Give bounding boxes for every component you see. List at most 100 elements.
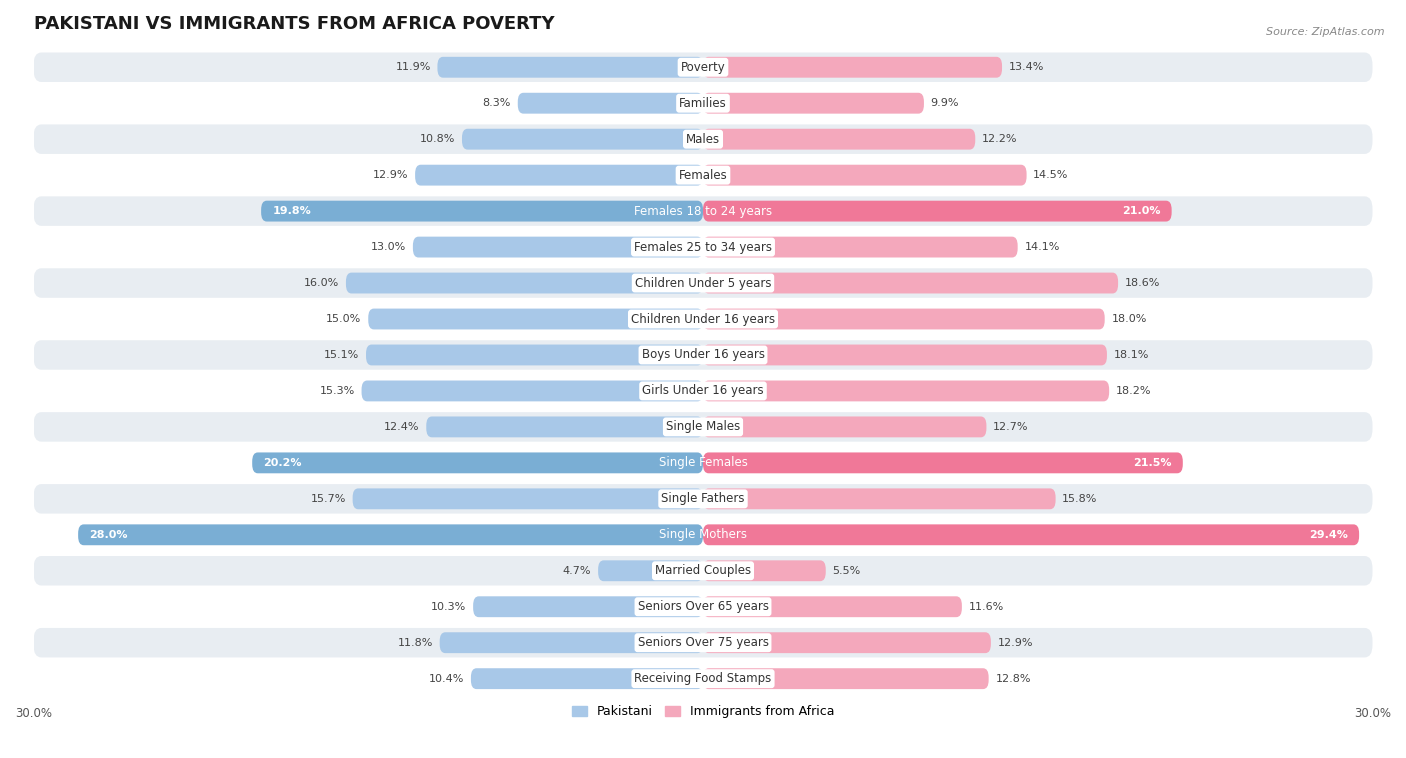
FancyBboxPatch shape bbox=[703, 597, 962, 617]
Text: 16.0%: 16.0% bbox=[304, 278, 339, 288]
FancyBboxPatch shape bbox=[34, 304, 1372, 334]
FancyBboxPatch shape bbox=[34, 52, 1372, 82]
Text: Girls Under 16 years: Girls Under 16 years bbox=[643, 384, 763, 397]
Text: 14.1%: 14.1% bbox=[1025, 242, 1060, 252]
Text: 29.4%: 29.4% bbox=[1309, 530, 1348, 540]
FancyBboxPatch shape bbox=[471, 669, 703, 689]
FancyBboxPatch shape bbox=[79, 525, 703, 545]
FancyBboxPatch shape bbox=[262, 201, 703, 221]
FancyBboxPatch shape bbox=[252, 453, 703, 473]
Text: 12.2%: 12.2% bbox=[981, 134, 1018, 144]
Text: Seniors Over 65 years: Seniors Over 65 years bbox=[637, 600, 769, 613]
Text: Single Fathers: Single Fathers bbox=[661, 493, 745, 506]
Text: 15.8%: 15.8% bbox=[1063, 493, 1098, 504]
Text: 10.3%: 10.3% bbox=[432, 602, 467, 612]
Text: 11.8%: 11.8% bbox=[398, 637, 433, 647]
FancyBboxPatch shape bbox=[517, 92, 703, 114]
FancyBboxPatch shape bbox=[703, 453, 1182, 473]
Text: 18.0%: 18.0% bbox=[1111, 314, 1147, 324]
Text: Families: Families bbox=[679, 97, 727, 110]
FancyBboxPatch shape bbox=[703, 560, 825, 581]
FancyBboxPatch shape bbox=[463, 129, 703, 149]
FancyBboxPatch shape bbox=[34, 628, 1372, 657]
Text: Receiving Food Stamps: Receiving Food Stamps bbox=[634, 672, 772, 685]
Text: Children Under 16 years: Children Under 16 years bbox=[631, 312, 775, 325]
FancyBboxPatch shape bbox=[703, 201, 1171, 221]
FancyBboxPatch shape bbox=[34, 664, 1372, 694]
FancyBboxPatch shape bbox=[703, 273, 1118, 293]
Text: 21.0%: 21.0% bbox=[1122, 206, 1160, 216]
FancyBboxPatch shape bbox=[34, 233, 1372, 262]
FancyBboxPatch shape bbox=[703, 345, 1107, 365]
FancyBboxPatch shape bbox=[426, 416, 703, 437]
FancyBboxPatch shape bbox=[366, 345, 703, 365]
Text: Single Mothers: Single Mothers bbox=[659, 528, 747, 541]
FancyBboxPatch shape bbox=[34, 268, 1372, 298]
FancyBboxPatch shape bbox=[413, 236, 703, 258]
FancyBboxPatch shape bbox=[703, 129, 976, 149]
Text: 15.3%: 15.3% bbox=[319, 386, 354, 396]
Text: 8.3%: 8.3% bbox=[482, 99, 510, 108]
Text: 15.7%: 15.7% bbox=[311, 493, 346, 504]
Text: Poverty: Poverty bbox=[681, 61, 725, 74]
Text: 18.6%: 18.6% bbox=[1125, 278, 1160, 288]
FancyBboxPatch shape bbox=[415, 164, 703, 186]
FancyBboxPatch shape bbox=[474, 597, 703, 617]
Text: 20.2%: 20.2% bbox=[263, 458, 302, 468]
FancyBboxPatch shape bbox=[368, 309, 703, 330]
FancyBboxPatch shape bbox=[703, 164, 1026, 186]
FancyBboxPatch shape bbox=[34, 484, 1372, 514]
FancyBboxPatch shape bbox=[34, 196, 1372, 226]
FancyBboxPatch shape bbox=[703, 669, 988, 689]
Text: 15.0%: 15.0% bbox=[326, 314, 361, 324]
Legend: Pakistani, Immigrants from Africa: Pakistani, Immigrants from Africa bbox=[567, 700, 839, 723]
FancyBboxPatch shape bbox=[353, 488, 703, 509]
Text: Females 18 to 24 years: Females 18 to 24 years bbox=[634, 205, 772, 218]
Text: PAKISTANI VS IMMIGRANTS FROM AFRICA POVERTY: PAKISTANI VS IMMIGRANTS FROM AFRICA POVE… bbox=[34, 15, 554, 33]
Text: Source: ZipAtlas.com: Source: ZipAtlas.com bbox=[1267, 27, 1385, 36]
Text: Males: Males bbox=[686, 133, 720, 146]
FancyBboxPatch shape bbox=[346, 273, 703, 293]
Text: 13.0%: 13.0% bbox=[371, 242, 406, 252]
FancyBboxPatch shape bbox=[34, 376, 1372, 406]
FancyBboxPatch shape bbox=[34, 556, 1372, 585]
Text: 5.5%: 5.5% bbox=[832, 565, 860, 576]
Text: Boys Under 16 years: Boys Under 16 years bbox=[641, 349, 765, 362]
Text: 18.2%: 18.2% bbox=[1116, 386, 1152, 396]
FancyBboxPatch shape bbox=[703, 381, 1109, 402]
FancyBboxPatch shape bbox=[703, 309, 1105, 330]
FancyBboxPatch shape bbox=[703, 416, 987, 437]
Text: Married Couples: Married Couples bbox=[655, 564, 751, 578]
FancyBboxPatch shape bbox=[703, 525, 1360, 545]
Text: 18.1%: 18.1% bbox=[1114, 350, 1149, 360]
Text: Seniors Over 75 years: Seniors Over 75 years bbox=[637, 636, 769, 649]
Text: 13.4%: 13.4% bbox=[1008, 62, 1045, 72]
FancyBboxPatch shape bbox=[598, 560, 703, 581]
Text: 9.9%: 9.9% bbox=[931, 99, 959, 108]
Text: Single Females: Single Females bbox=[658, 456, 748, 469]
FancyBboxPatch shape bbox=[703, 236, 1018, 258]
Text: 4.7%: 4.7% bbox=[562, 565, 592, 576]
Text: 12.7%: 12.7% bbox=[993, 422, 1029, 432]
FancyBboxPatch shape bbox=[703, 632, 991, 653]
FancyBboxPatch shape bbox=[437, 57, 703, 77]
FancyBboxPatch shape bbox=[440, 632, 703, 653]
Text: 21.5%: 21.5% bbox=[1133, 458, 1171, 468]
Text: 12.9%: 12.9% bbox=[373, 170, 408, 180]
Text: Single Males: Single Males bbox=[666, 421, 740, 434]
Text: 12.9%: 12.9% bbox=[998, 637, 1033, 647]
FancyBboxPatch shape bbox=[703, 488, 1056, 509]
Text: 15.1%: 15.1% bbox=[323, 350, 360, 360]
FancyBboxPatch shape bbox=[34, 89, 1372, 118]
Text: 28.0%: 28.0% bbox=[90, 530, 128, 540]
FancyBboxPatch shape bbox=[703, 57, 1002, 77]
FancyBboxPatch shape bbox=[361, 381, 703, 402]
FancyBboxPatch shape bbox=[34, 124, 1372, 154]
Text: Females 25 to 34 years: Females 25 to 34 years bbox=[634, 240, 772, 254]
FancyBboxPatch shape bbox=[34, 592, 1372, 622]
Text: 12.8%: 12.8% bbox=[995, 674, 1031, 684]
Text: 12.4%: 12.4% bbox=[384, 422, 419, 432]
Text: Children Under 5 years: Children Under 5 years bbox=[634, 277, 772, 290]
Text: 10.8%: 10.8% bbox=[420, 134, 456, 144]
FancyBboxPatch shape bbox=[34, 412, 1372, 442]
